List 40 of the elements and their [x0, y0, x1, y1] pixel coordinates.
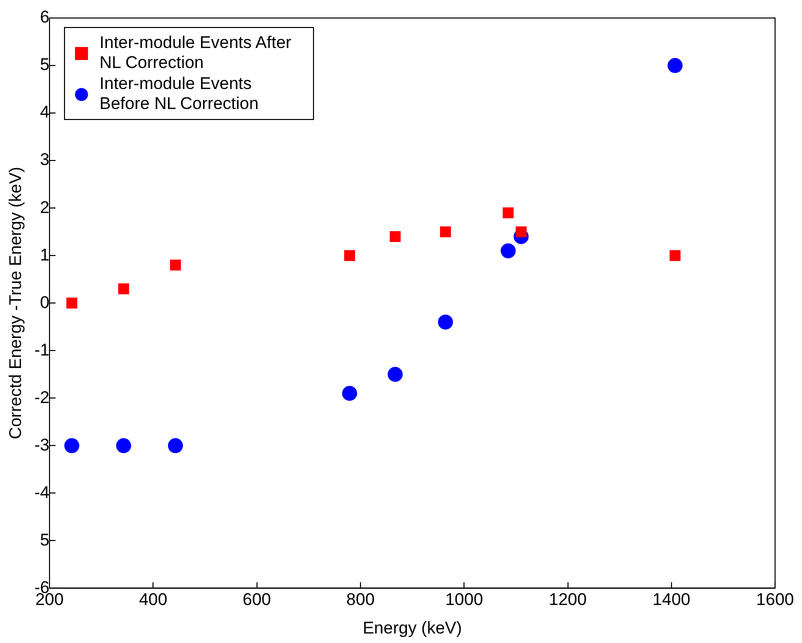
y-tick-label: 2: [40, 198, 50, 217]
point: [668, 58, 683, 74]
x-tick-label: 1200: [548, 590, 587, 610]
y-tick-label: 0: [40, 292, 50, 312]
point: [388, 366, 403, 382]
legend-label: Inter-module Events Before NL Correction: [100, 74, 260, 114]
x-tick-label: 800: [346, 590, 375, 610]
y-tick-label: 6: [40, 8, 50, 27]
point: [168, 438, 183, 454]
point: [440, 226, 451, 238]
y-tick-label: 5: [40, 55, 50, 74]
x-tick-label: 1000: [445, 590, 484, 610]
x-tick-label: 600: [242, 590, 272, 610]
point: [670, 250, 681, 262]
y-axis-title: Correctd Energy -True Energy (keV): [6, 166, 25, 440]
point: [438, 314, 453, 330]
point: [502, 207, 514, 218]
x-axis-title: Energy (keV): [362, 618, 462, 638]
point: [342, 386, 358, 401]
y-tick-label: -3: [34, 435, 50, 454]
y-tick-label: -1: [34, 340, 50, 360]
point: [390, 231, 401, 242]
x-tick-label: 1400: [652, 590, 690, 610]
point: [170, 260, 181, 271]
y-tick-label: 4: [40, 102, 50, 122]
y-tick-label: -2: [34, 388, 50, 407]
x-tick-label: 400: [138, 590, 168, 610]
x-tick-label: 1600: [756, 590, 794, 610]
point: [116, 438, 132, 454]
point: [516, 226, 527, 238]
y-tick-label: 1: [40, 245, 50, 264]
point: [500, 243, 516, 258]
point: [344, 250, 356, 262]
point: [66, 298, 78, 309]
legend-label: Inter-module Events After NL Correction: [100, 33, 292, 73]
point: [64, 438, 80, 454]
y-tick-label: 3: [40, 150, 50, 170]
y-tick-label: -4: [34, 482, 50, 502]
point: [118, 283, 130, 294]
y-tick-label: 5: [40, 530, 50, 550]
